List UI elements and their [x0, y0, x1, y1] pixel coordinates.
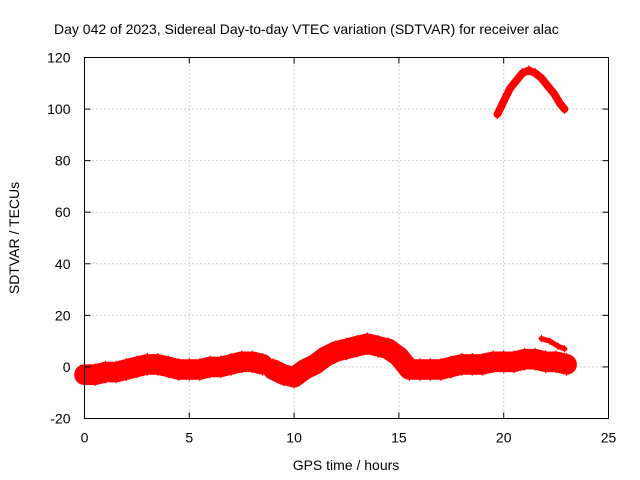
data-point	[479, 353, 486, 376]
data-point	[154, 353, 161, 376]
data-point	[175, 358, 182, 381]
data-point	[557, 99, 564, 109]
data-point	[506, 83, 513, 94]
chart-title: Day 042 of 2023, Sidereal Day-to-day VTE…	[54, 21, 559, 37]
data-point	[513, 75, 520, 86]
data-point	[395, 345, 402, 368]
series-line	[493, 66, 569, 119]
data-point	[165, 355, 172, 379]
x-tick-label: 25	[601, 430, 617, 446]
data-point	[249, 350, 256, 374]
data-point	[532, 68, 539, 78]
data-point	[563, 353, 570, 376]
data-point	[291, 365, 298, 389]
data-point	[511, 350, 518, 374]
axis-ticks: 0 5 10 15 20 25 -20 0 20 40 60 80 100 120	[47, 50, 616, 446]
x-tick-label: 15	[391, 430, 407, 446]
data-point	[102, 360, 109, 384]
x-tick-label: 10	[286, 430, 302, 446]
data-point	[546, 337, 553, 345]
data-point	[538, 73, 545, 83]
data-point	[500, 96, 507, 107]
y-tick-label: 40	[55, 256, 71, 272]
data-point	[228, 353, 235, 376]
data-point	[333, 340, 340, 363]
data-series	[74, 65, 577, 389]
y-tick-label: 20	[55, 307, 71, 323]
data-point	[500, 350, 507, 374]
x-tick-label: 5	[185, 430, 193, 446]
data-point	[196, 358, 203, 381]
data-point	[544, 80, 551, 91]
series-line	[74, 351, 274, 386]
data-point	[458, 353, 465, 376]
data-point	[238, 350, 245, 374]
data-point	[519, 68, 526, 78]
y-axis-label: SDTVAR / TECUs	[6, 182, 22, 294]
data-point	[385, 337, 392, 361]
plot-frame	[84, 57, 609, 419]
series-line	[538, 336, 568, 352]
data-point	[521, 347, 528, 371]
data-point	[416, 358, 423, 381]
data-point	[133, 355, 140, 379]
data-point	[112, 360, 119, 384]
data-point	[217, 355, 224, 379]
y-tick-label: 80	[55, 153, 71, 169]
data-point	[542, 350, 549, 374]
data-point	[270, 358, 277, 381]
data-point	[469, 353, 476, 376]
x-axis-label: GPS time / hours	[293, 457, 400, 473]
data-point	[448, 355, 455, 379]
data-point	[301, 358, 308, 381]
data-point	[186, 358, 193, 381]
data-point	[532, 347, 539, 371]
data-point	[561, 345, 568, 353]
data-point	[561, 104, 568, 114]
data-point	[123, 358, 130, 381]
data-point	[555, 342, 562, 350]
y-tick-label: 120	[47, 50, 71, 66]
data-point	[343, 337, 350, 361]
data-point	[374, 334, 381, 358]
data-point	[91, 363, 98, 386]
x-tick-label: 0	[81, 430, 89, 446]
y-tick-label: 0	[63, 359, 71, 375]
data-point	[322, 345, 329, 368]
data-point	[312, 353, 319, 376]
data-point	[551, 88, 558, 99]
data-point	[494, 109, 501, 120]
data-point	[207, 355, 214, 379]
y-tick-label: 60	[55, 204, 71, 220]
data-point	[437, 358, 444, 381]
data-point	[525, 65, 532, 76]
data-point	[144, 353, 151, 376]
data-point	[538, 334, 545, 343]
y-tick-label: -20	[50, 411, 70, 427]
data-point	[280, 363, 287, 386]
data-point	[427, 358, 434, 381]
data-point	[406, 358, 413, 381]
data-point	[490, 350, 497, 374]
data-point	[553, 350, 560, 374]
x-tick-label: 20	[496, 430, 512, 446]
y-tick-label: 100	[47, 101, 71, 117]
data-point	[353, 334, 360, 358]
data-point	[364, 332, 371, 356]
